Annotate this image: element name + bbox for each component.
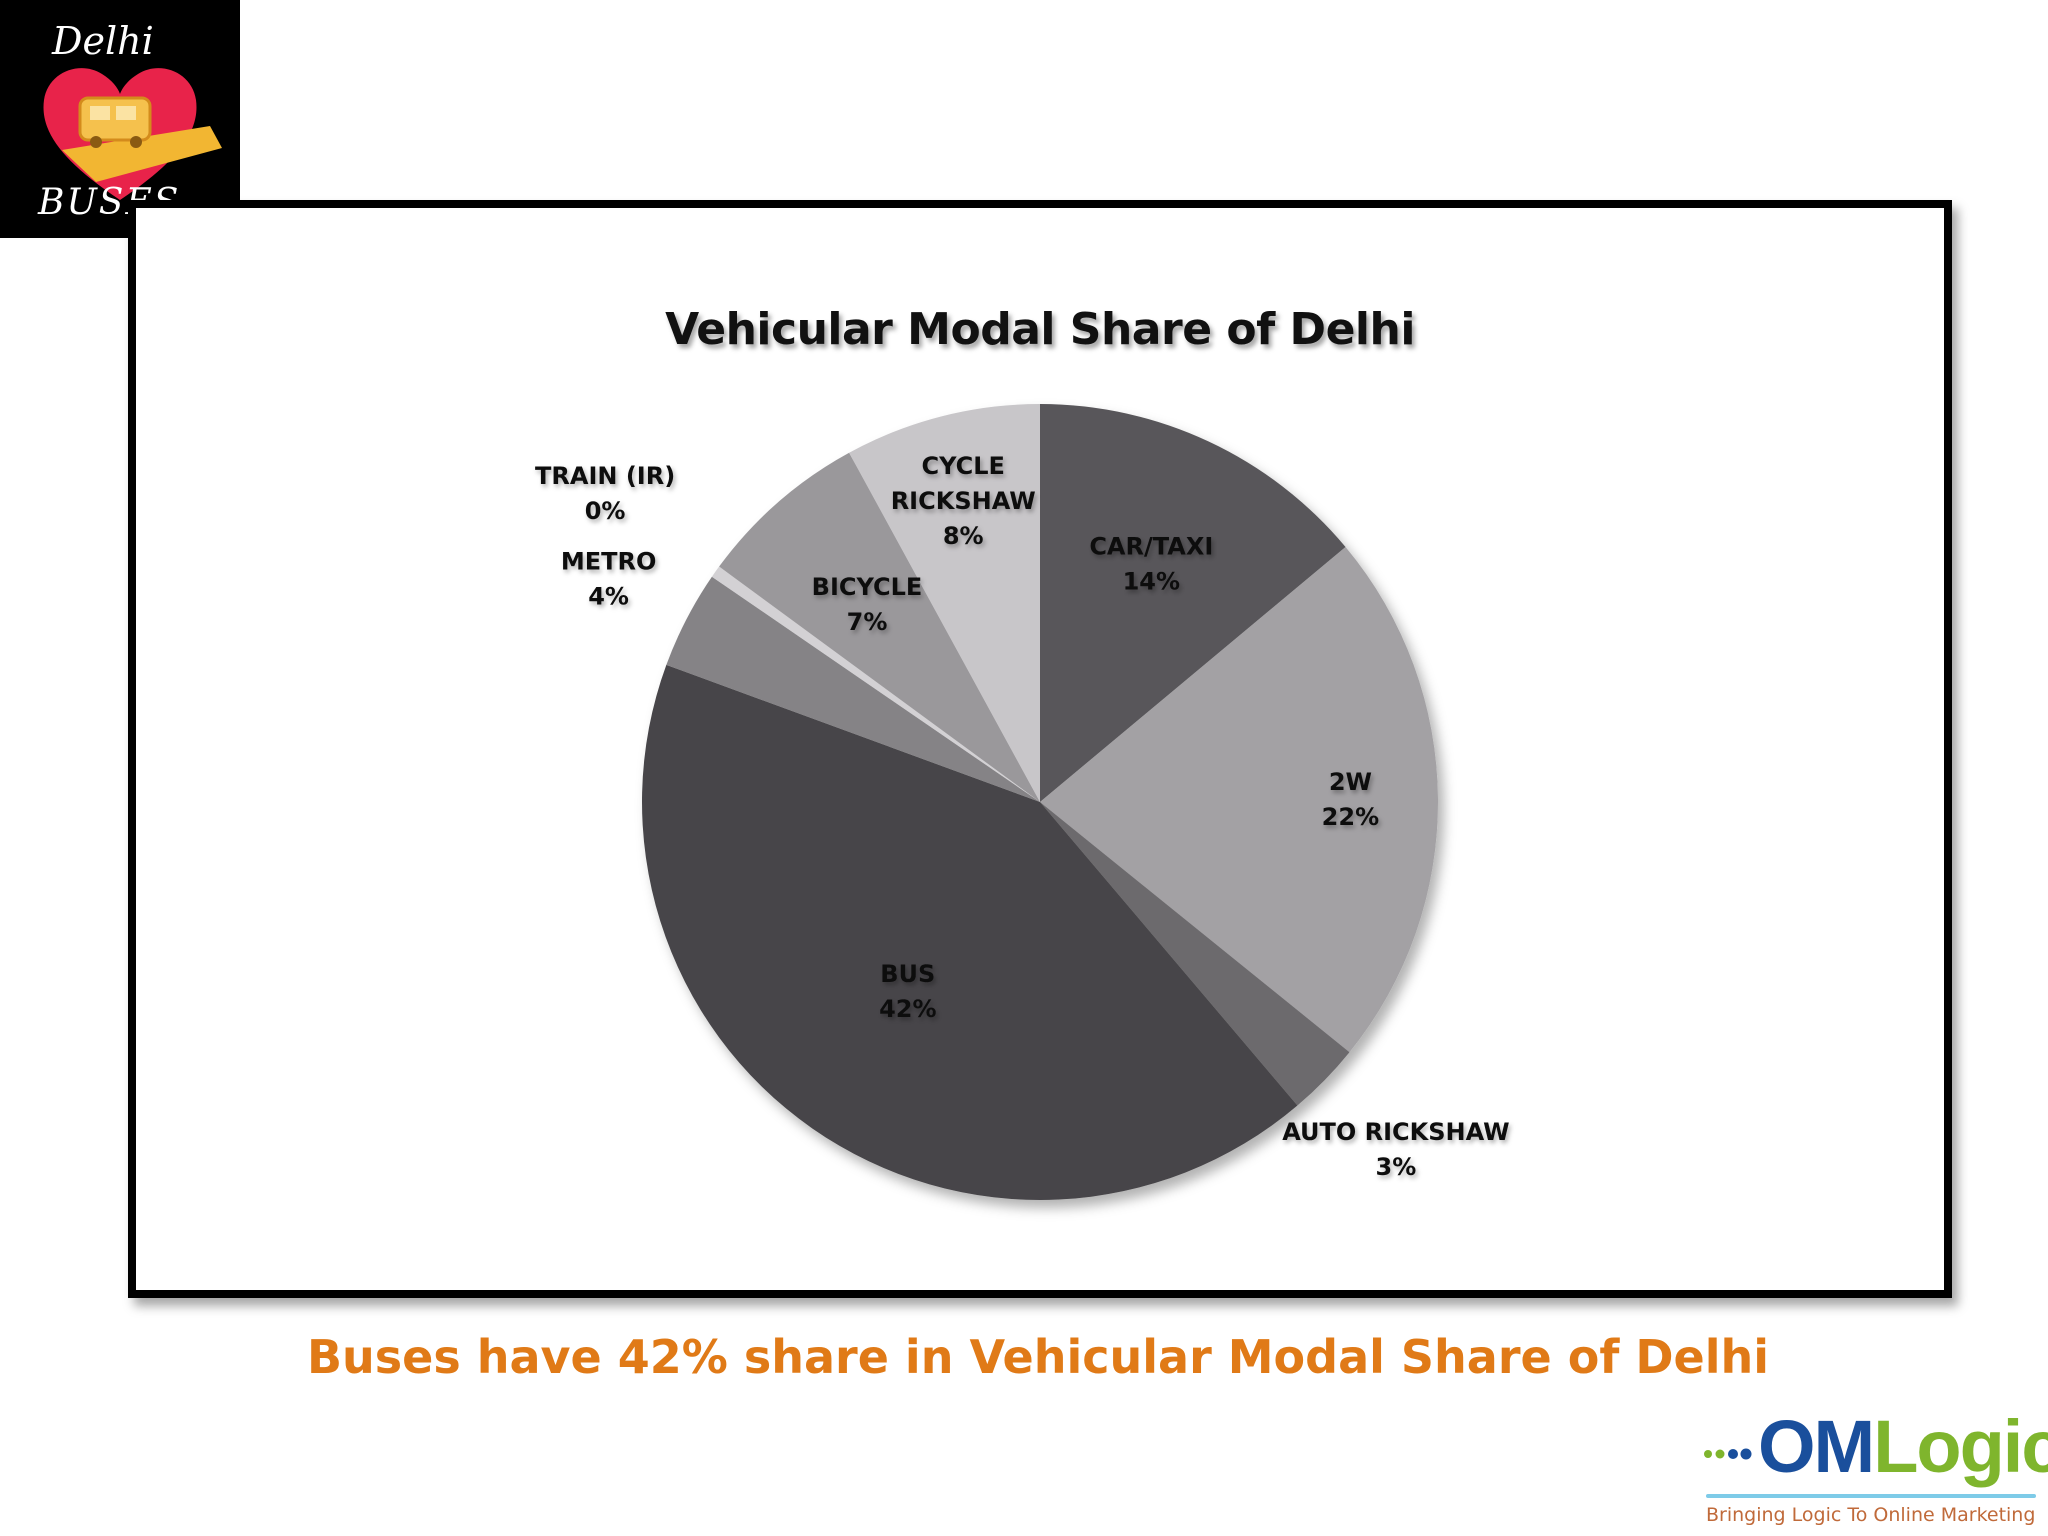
pie-slice-cycle-rickshaw xyxy=(849,404,1040,802)
pie-slice-car-taxi xyxy=(1040,404,1346,802)
caption: Buses have 42% share in Vehicular Modal … xyxy=(306,1330,1770,1384)
pie-label-name: TRAIN (IR) xyxy=(535,462,675,490)
pie-label-bus: BUS 42% xyxy=(879,960,936,1023)
pie-label-name: 2W xyxy=(1329,768,1372,796)
delhi-buses-logo: Delhi BUSES xyxy=(0,0,240,238)
pie-slice-2w xyxy=(1040,546,1438,1053)
brand-name-om: OM xyxy=(1758,1405,1875,1488)
pie-label-value: 3% xyxy=(1376,1153,1417,1181)
logo-line1: Delhi xyxy=(51,19,154,63)
pie-slice-train-ir xyxy=(711,566,1040,802)
dots-icon xyxy=(1704,1448,1752,1460)
pie-slice-auto-rickshaw xyxy=(1040,802,1350,1106)
pie-slice-metro xyxy=(666,576,1040,802)
pie-label-name: CAR/TAXI xyxy=(1089,533,1213,561)
pie-label-name: BUS xyxy=(880,960,935,988)
pie-label-name: BICYCLE xyxy=(812,573,923,601)
pie-label-value: 0% xyxy=(585,497,626,525)
pie-label-name: AUTO RICKSHAW xyxy=(1282,1118,1509,1146)
pie-label-name: METRO xyxy=(561,548,657,576)
pie-label-value: 8% xyxy=(943,522,984,550)
chart-title: Vehicular Modal Share of Delhi xyxy=(665,304,1415,355)
pie-label-bicycle: BICYCLE 7% xyxy=(812,573,923,636)
pie-label-value: 42% xyxy=(879,995,936,1023)
pie-slice-bus xyxy=(642,664,1298,1200)
pie-label-train-ir: TRAIN (IR) 0% xyxy=(535,462,675,525)
brand-swoosh xyxy=(1706,1494,2036,1498)
pie-label-car-taxi: CAR/TAXI 14% xyxy=(1089,533,1213,596)
pie-label-value: 4% xyxy=(588,583,629,611)
chart-frame: Vehicular Modal Share of Delhi CAR/TAXI 1… xyxy=(128,200,1952,1298)
brand-name-logic: Logic xyxy=(1873,1405,2048,1488)
pie-label-name: CYCLE xyxy=(921,452,1004,480)
pie-slice-bicycle xyxy=(719,452,1040,802)
pie-label-name: RICKSHAW xyxy=(891,487,1036,515)
pie-label-metro: METRO 4% xyxy=(561,548,657,611)
brand-tagline: Bringing Logic To Online Marketing xyxy=(1706,1504,2036,1526)
heart-bus-icon: Delhi BUSES xyxy=(37,19,222,223)
pie-label-cycle-rickshaw: CYCLE RICKSHAW 8% xyxy=(891,452,1036,550)
brand-name: OMLogic xyxy=(1758,1410,2048,1484)
pie-label-value: 22% xyxy=(1322,803,1379,831)
pie-label-value: 7% xyxy=(847,608,888,636)
pie-label-auto-rickshaw: AUTO RICKSHAW 3% xyxy=(1282,1118,1509,1181)
omlogic-logo: OMLogic Bringing Logic To Online Marketi… xyxy=(1700,1404,2048,1536)
pie-label-value: 14% xyxy=(1123,568,1180,596)
